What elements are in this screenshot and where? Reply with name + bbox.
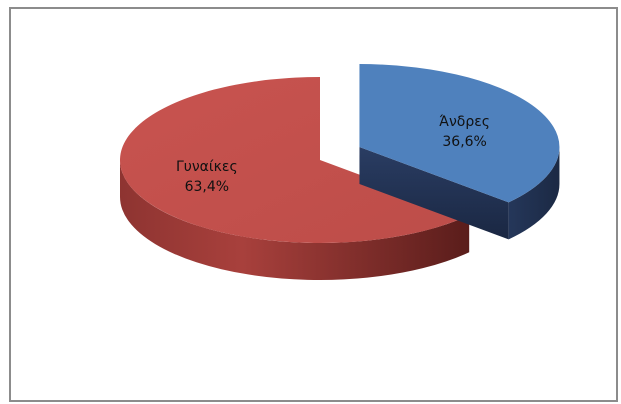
slice-label-value: 63,4% <box>185 179 229 195</box>
slice-men <box>359 64 560 240</box>
slice-label-name: Άνδρες <box>439 114 490 130</box>
slice-top-face <box>119 77 470 244</box>
slice-side-wall <box>508 147 560 240</box>
slice-top-face <box>359 64 560 203</box>
slice-label-value: 36,6% <box>442 134 486 150</box>
slice-side-wall <box>120 160 470 280</box>
slice-cut-face <box>359 147 509 240</box>
slice-label-name: Γυναίκες <box>176 159 238 175</box>
slice-women <box>119 77 470 280</box>
